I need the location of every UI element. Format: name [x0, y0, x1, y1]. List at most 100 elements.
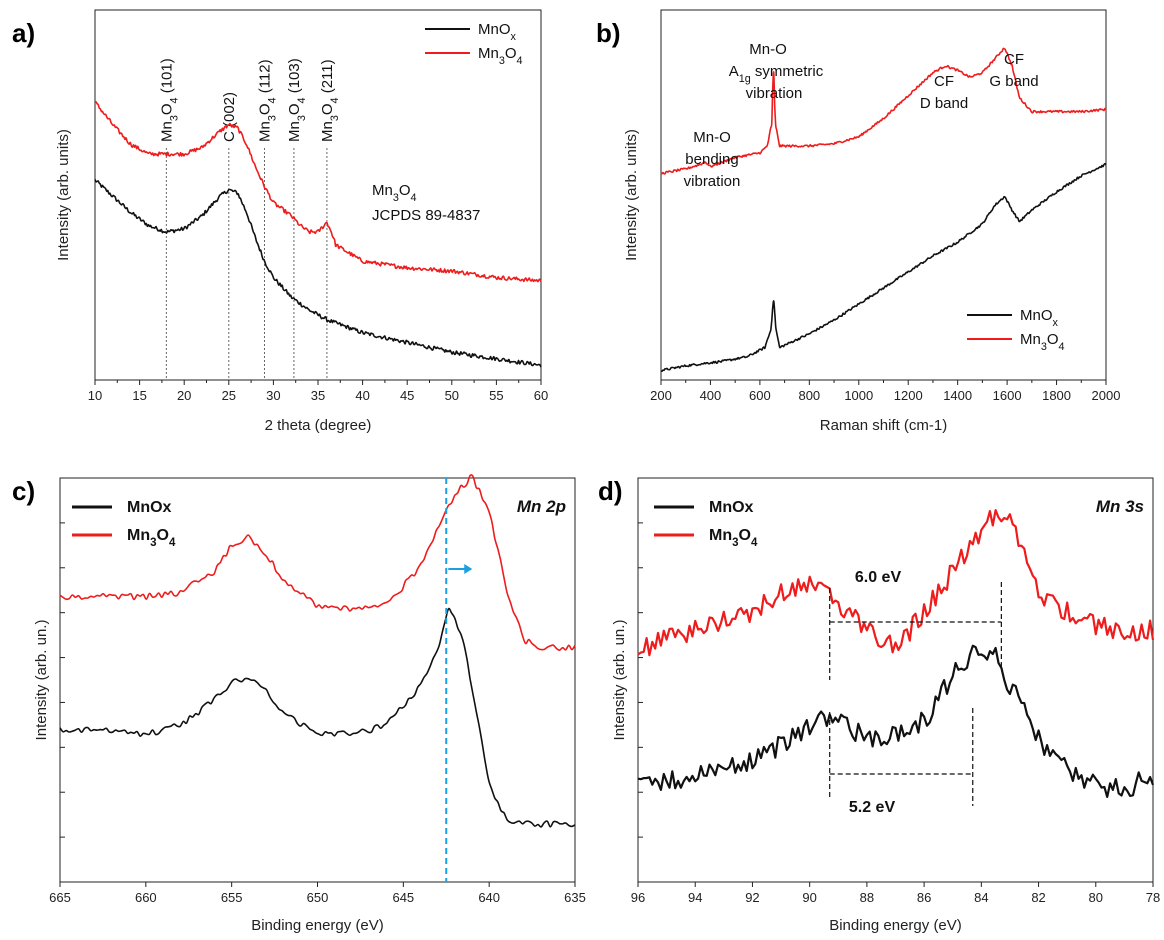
text-span: C (002) — [221, 92, 238, 142]
text-span: O — [157, 527, 169, 544]
subscript: 4 — [266, 97, 278, 103]
text-span: O — [1047, 331, 1059, 348]
x-tick-label: 645 — [392, 890, 414, 905]
subscript: 4 — [169, 537, 176, 549]
legend-label: MnOx — [1020, 307, 1059, 329]
text-span: MnO — [478, 21, 511, 38]
x-axis-label: Binding energy (eV) — [829, 917, 962, 934]
subscript: 3 — [393, 192, 399, 204]
legend-label: MnOx — [478, 21, 517, 43]
x-tick-label: 10 — [88, 388, 102, 403]
x-tick-label: 1000 — [844, 388, 873, 403]
x-tick-label: 80 — [1089, 890, 1103, 905]
subscript: 1g — [739, 73, 751, 85]
x-tick-label: 20 — [177, 388, 191, 403]
subscript: 3 — [732, 537, 738, 549]
x-tick-label: 200 — [650, 388, 672, 403]
peak-label-a1g: Mn-O — [749, 41, 787, 58]
subscript: 3 — [266, 115, 278, 121]
x-tick-label: 650 — [307, 890, 329, 905]
y-axis-label: Intensity (arb. un.) — [33, 620, 50, 741]
panel-b: 200 400 600 800 1000 1200 1400 1600 1800 2000 Mn-O… — [596, 9, 1120, 434]
text-span: O — [505, 45, 517, 62]
x-tick-label: 635 — [564, 890, 586, 905]
subscript: 4 — [751, 537, 758, 549]
text-span: Mn — [319, 121, 336, 142]
x-tick-label: 94 — [688, 890, 702, 905]
series-mnox — [637, 644, 1155, 798]
x-tick-label: 665 — [49, 890, 71, 905]
reference-label: Mn3O4 (101) — [158, 58, 180, 142]
peak-label-a1g: vibration — [746, 85, 803, 102]
legend-label: MnOx — [709, 499, 754, 516]
x-tick-label: 96 — [631, 890, 645, 905]
legend-label: MnOx — [127, 499, 172, 516]
peak-label-a1g: A1g symmetric — [729, 63, 824, 85]
series-mn3o4 — [94, 100, 542, 283]
subscript: x — [511, 31, 517, 43]
text-span: Mn — [478, 45, 499, 62]
x-tick-label: 30 — [266, 388, 280, 403]
x-tick-label: 84 — [974, 890, 988, 905]
text-span: (112) — [256, 59, 273, 97]
text-span: MnOx — [709, 499, 754, 516]
text-span: symmetric — [751, 63, 824, 80]
x-axis-label: Raman shift (cm-1) — [820, 417, 948, 434]
subscript: 3 — [1041, 341, 1047, 353]
x-tick-label: 50 — [445, 388, 459, 403]
series-mn3o4 — [660, 47, 1107, 175]
x-tick-label: 640 — [478, 890, 500, 905]
subscript: 4 — [517, 55, 523, 67]
splitting-value-red: 6.0 eV — [855, 569, 902, 586]
legend-label: Mn3O4 — [478, 45, 523, 67]
series-mn3o4 — [637, 509, 1155, 657]
panel-label: a) — [12, 18, 35, 48]
x-tick-label: 600 — [749, 388, 771, 403]
chart-title: Mn 2p — [517, 497, 566, 516]
text-span: O — [256, 103, 273, 115]
subscript: 4 — [329, 97, 341, 103]
text-span: MnOx — [127, 499, 172, 516]
legend: MnOx Mn3O4 — [72, 499, 176, 549]
x-tick-label: 86 — [917, 890, 931, 905]
reference-label: Mn3O4 (103) — [286, 58, 308, 142]
y-axis-label: Intensity (arb. un.) — [611, 620, 628, 741]
text-span: Mn — [1020, 331, 1041, 348]
x-tick-label: 90 — [802, 890, 816, 905]
x-tick-label: 655 — [221, 890, 243, 905]
text-span: (211) — [319, 59, 336, 97]
text-span: (103) — [286, 58, 303, 97]
reference-label: Mn3O4 (211) — [319, 59, 341, 142]
text-span: Mn — [709, 527, 732, 544]
peak-label-bending: Mn-O — [693, 129, 731, 146]
x-tick-label: 660 — [135, 890, 157, 905]
legend-label: Mn3O4 — [1020, 331, 1065, 353]
phase-annotation: Mn3O4 — [372, 182, 417, 204]
subscript: 3 — [150, 537, 156, 549]
x-tick-label: 35 — [311, 388, 325, 403]
subscript: 3 — [168, 115, 180, 121]
text-span: MnO — [1020, 307, 1053, 324]
text-span: Mn — [127, 527, 150, 544]
chart-title: Mn 3s — [1096, 497, 1144, 516]
text-span: Mn — [372, 182, 393, 199]
x-tick-label: 45 — [400, 388, 414, 403]
y-axis-label: Intensity (arb. units) — [55, 129, 72, 261]
x-tick-label: 400 — [700, 388, 722, 403]
panel-label: b) — [596, 18, 621, 48]
legend-label: Mn3O4 — [127, 527, 176, 549]
subscript: 3 — [296, 115, 308, 121]
subscript: 4 — [168, 97, 180, 103]
peak-label-bending: vibration — [684, 173, 741, 190]
peak-label-bending: bending — [685, 151, 738, 168]
subscript: 3 — [499, 55, 505, 67]
x-tick-label: 1600 — [993, 388, 1022, 403]
x-tick-label: 1200 — [894, 388, 923, 403]
x-tick-label: 55 — [489, 388, 503, 403]
x-tick-label: 1400 — [943, 388, 972, 403]
y-axis-label: Intensity (arb. units) — [623, 129, 640, 261]
